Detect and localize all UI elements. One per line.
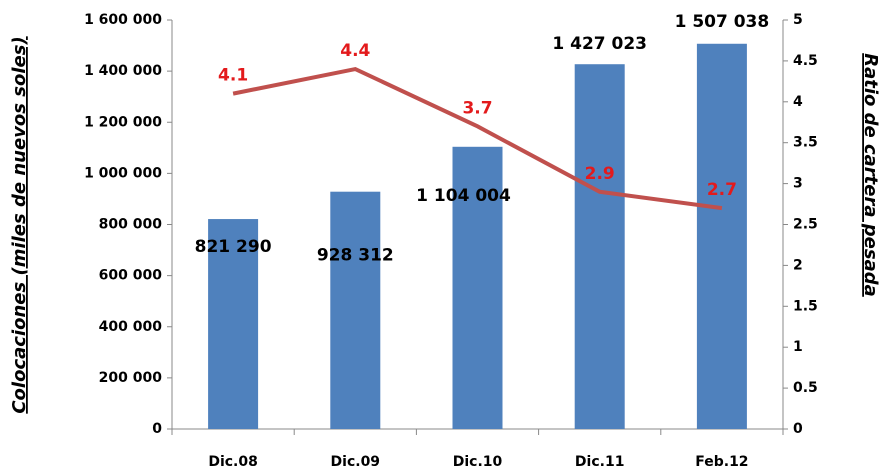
y2-tick-label: 4.5 <box>793 53 818 69</box>
y2-tick-label: 5 <box>793 12 803 28</box>
y2-tick-label: 4 <box>793 94 803 110</box>
bar-value-label: 1 427 023 <box>552 34 647 54</box>
y-tick-label: 0 <box>152 421 162 437</box>
y2-tick-label: 0.5 <box>793 380 818 396</box>
y-tick-label: 200 000 <box>99 370 163 386</box>
y2-tick-label: 0 <box>793 421 803 437</box>
bar <box>452 146 503 429</box>
x-tick-label: Feb.12 <box>695 454 748 470</box>
y2-tick-label: 2.5 <box>793 217 818 233</box>
line-value-label: 2.7 <box>707 180 737 200</box>
y-tick-label: 1 400 000 <box>84 63 162 79</box>
x-tick-label: Dic.11 <box>575 454 625 470</box>
line <box>232 66 723 211</box>
bar <box>208 219 259 429</box>
y2-tick-label: 2 <box>793 257 803 273</box>
line-value-label: 2.9 <box>585 164 615 184</box>
y2-tick-label: 1.5 <box>793 298 818 314</box>
y-tick-label: 1 200 000 <box>84 114 162 130</box>
line-value-label: 4.1 <box>218 66 248 86</box>
y-axis-title: Colocaciones (miles de nuevos soles) <box>9 36 30 413</box>
bar <box>330 191 381 429</box>
y-tick-label: 600 000 <box>99 268 163 284</box>
bar-value-label: 1 507 038 <box>675 12 770 32</box>
line-value-label: 4.4 <box>340 41 370 61</box>
x-tick-label: Dic.09 <box>331 454 381 470</box>
bar-value-label: 928 312 <box>317 246 394 266</box>
x-tick-label: Dic.10 <box>453 454 503 470</box>
line-value-label: 3.7 <box>462 98 492 118</box>
y-tick-label: 400 000 <box>99 319 163 335</box>
y2-tick-label: 1 <box>793 339 803 355</box>
y2-tick-label: 3 <box>793 176 803 192</box>
bar-value-label: 821 290 <box>195 237 272 257</box>
x-tick-label: Dic.08 <box>208 454 258 470</box>
y-tick-label: 1 600 000 <box>84 12 162 28</box>
bar <box>696 43 747 429</box>
y2-axis-title: Ratio de cartera pesada <box>860 53 881 297</box>
y2-tick-label: 3.5 <box>793 135 818 151</box>
y-tick-label: 1 000 000 <box>84 165 162 181</box>
y-tick-label: 800 000 <box>99 217 163 233</box>
bar-value-label: 1 104 004 <box>416 186 511 206</box>
bar <box>574 64 625 429</box>
